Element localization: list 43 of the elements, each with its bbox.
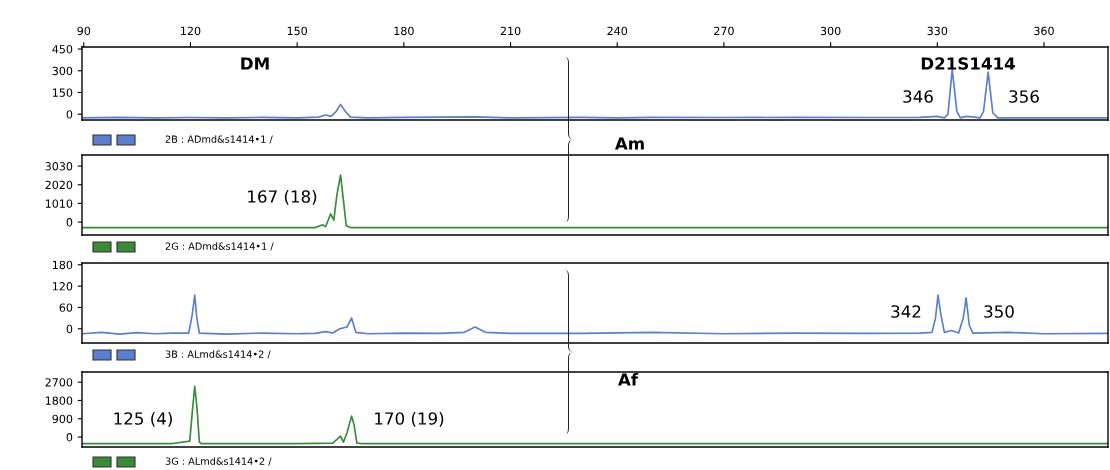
annotation: 170 (19): [375, 411, 444, 427]
y-tick-label: 120: [52, 282, 73, 291]
y-tick-label: 1800: [45, 396, 73, 405]
x-tick-label: 210: [500, 26, 521, 36]
annotation: 346: [903, 90, 933, 103]
y-tick-label: 0: [66, 218, 73, 227]
annotation: 356: [1009, 90, 1039, 103]
x-tick-label: 120: [181, 26, 201, 36]
annotation: DM: [241, 57, 269, 70]
x-tick-label: 270: [714, 26, 734, 36]
y-tick-label: 2700: [45, 378, 73, 387]
annotation: 125 (4): [114, 411, 172, 427]
y-tick-label: 1010: [45, 199, 73, 208]
text: Am: [614, 137, 644, 150]
y-tick-label: 180: [52, 260, 73, 270]
y-tick-label: 60: [59, 303, 73, 312]
x-tick-label: 90: [77, 26, 91, 36]
y-tick-label: 150: [52, 88, 73, 97]
annotation: D21S1414: [921, 57, 1015, 70]
x-tick-label: 330: [927, 26, 948, 36]
y-tick-label: 3030: [45, 162, 73, 171]
y-tick-label: 300: [52, 66, 73, 76]
annotation: 342: [891, 305, 921, 318]
x-tick-label: 360: [1034, 26, 1054, 36]
line-series: [82, 294, 1108, 335]
y-tick-label: 900: [52, 414, 73, 424]
y-tick-label: 0: [66, 324, 73, 334]
line-series: [82, 174, 1108, 229]
annotation: 167 (18): [248, 189, 317, 205]
text: 2G : ADmd&s1414•1 /: [165, 242, 274, 251]
y-tick-label: 0: [66, 110, 73, 119]
y-tick-label: 450: [52, 45, 73, 54]
text: 3G : ALmd&s1414•2 /: [165, 457, 272, 466]
x-tick-label: 150: [287, 26, 308, 36]
y-tick-label: 2020: [45, 180, 73, 190]
text: 2B : ADmd&s1414•1 /: [165, 135, 273, 144]
x-tick-label: 240: [607, 26, 628, 36]
annotation: 350: [984, 305, 1014, 318]
x-tick-label: 300: [820, 26, 841, 36]
x-tick-label: 180: [394, 26, 414, 36]
y-tick-label: 0: [66, 433, 73, 442]
text: 3B : ALmd&s1414•2 /: [165, 350, 271, 359]
annotation: Af: [618, 372, 639, 386]
